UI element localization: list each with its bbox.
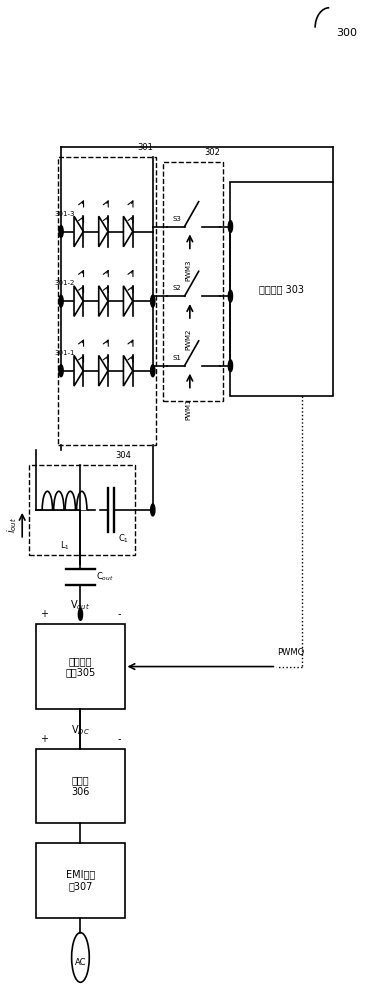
- Circle shape: [59, 365, 63, 377]
- Text: C$_{out}$: C$_{out}$: [96, 570, 114, 583]
- Circle shape: [151, 504, 155, 516]
- Circle shape: [228, 290, 233, 302]
- Text: L$_1$: L$_1$: [59, 540, 69, 552]
- Text: PWM1: PWM1: [185, 399, 191, 420]
- Text: 恒流发生
电路305: 恒流发生 电路305: [65, 656, 96, 677]
- Text: S1: S1: [172, 355, 181, 361]
- Text: 302: 302: [204, 148, 220, 157]
- Circle shape: [151, 365, 155, 377]
- Circle shape: [59, 295, 63, 307]
- Text: PWMQ: PWMQ: [277, 648, 304, 657]
- Text: PWM3: PWM3: [185, 259, 191, 281]
- Text: 300: 300: [336, 28, 357, 38]
- Text: PWM2: PWM2: [185, 329, 191, 350]
- FancyBboxPatch shape: [36, 843, 124, 918]
- Text: V$_{DC}$: V$_{DC}$: [71, 723, 90, 737]
- Text: S3: S3: [172, 216, 181, 222]
- Text: AC: AC: [75, 958, 86, 967]
- Text: V$_{out}$: V$_{out}$: [70, 599, 91, 612]
- Text: +: +: [40, 734, 48, 744]
- Text: -: -: [118, 734, 121, 744]
- Text: 301-3: 301-3: [54, 211, 75, 217]
- Text: 控制电路 303: 控制电路 303: [259, 284, 304, 294]
- FancyBboxPatch shape: [230, 182, 333, 396]
- Text: $i_{out}$: $i_{out}$: [5, 517, 19, 533]
- Text: -: -: [118, 609, 121, 619]
- Text: 整流桥
306: 整流桥 306: [71, 775, 90, 797]
- Text: 301-2: 301-2: [54, 280, 75, 286]
- Circle shape: [151, 295, 155, 307]
- Text: S2: S2: [172, 285, 181, 291]
- Text: 301: 301: [137, 143, 153, 152]
- Circle shape: [228, 360, 233, 372]
- Circle shape: [59, 226, 63, 237]
- FancyBboxPatch shape: [36, 749, 124, 823]
- Circle shape: [228, 221, 233, 232]
- Text: +: +: [40, 609, 48, 619]
- FancyBboxPatch shape: [36, 624, 124, 709]
- Circle shape: [78, 608, 82, 620]
- Text: 301-1: 301-1: [54, 350, 75, 356]
- Text: EMI滤波
器307: EMI滤波 器307: [66, 870, 95, 891]
- Text: C$_1$: C$_1$: [118, 532, 129, 545]
- Text: 304: 304: [116, 451, 132, 460]
